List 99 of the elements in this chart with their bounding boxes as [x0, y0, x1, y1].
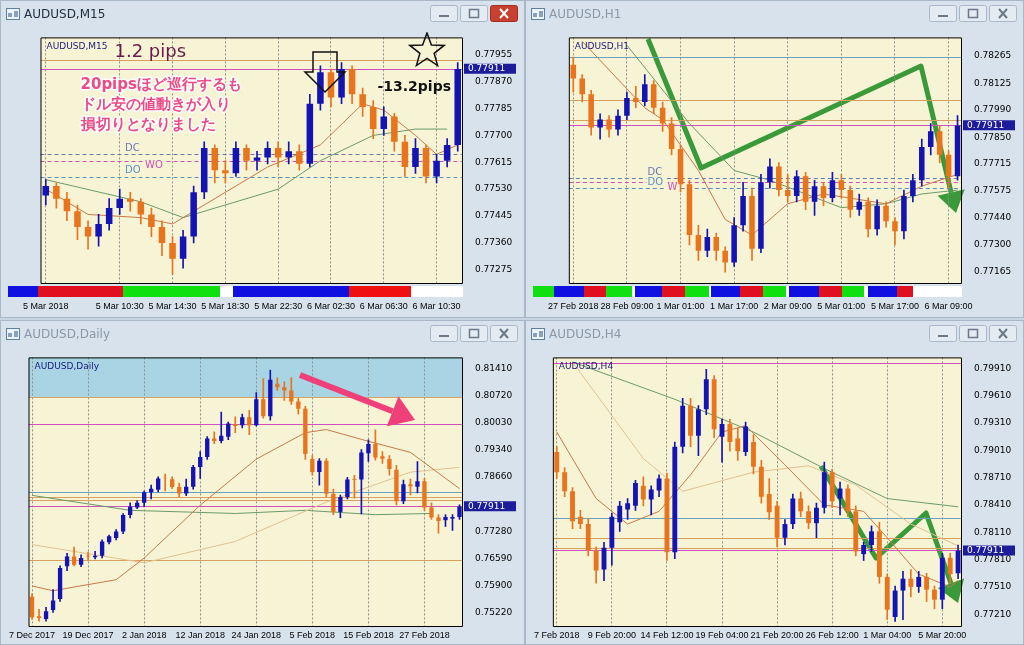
- annotation: ドル安の値動きが入り: [80, 95, 231, 114]
- candlestick: [219, 411, 224, 444]
- y-tick-label: 0.79340: [475, 444, 513, 455]
- y-tick-label: 0.75900: [475, 579, 513, 590]
- y-tick-label: 0.77510: [974, 581, 1012, 592]
- annotation: 損切りとなりました: [79, 115, 216, 134]
- x-tick-label: 6 Mar 06:30: [359, 300, 408, 311]
- y-tick-label: 0.77280: [475, 525, 513, 536]
- x-tick-label: 2 Mar 09:00: [763, 300, 812, 311]
- x-tick-label: 1 Mar 17:00: [710, 300, 759, 311]
- x-tick-label: 21 Feb 20:00: [750, 629, 804, 640]
- annotation: 20pipsほど巡行するも: [80, 75, 242, 94]
- y-tick-label: 0.77530: [475, 183, 513, 194]
- x-tick-label: 5 Mar 14:30: [148, 300, 197, 311]
- chart-subtitle: AUDUSD,Daily: [34, 360, 100, 371]
- x-tick-label: 24 Jan 2018: [231, 629, 282, 640]
- candlestick: [784, 174, 791, 203]
- y-tick-label: 0.77440: [974, 211, 1012, 222]
- y-tick-label: 0.77810: [974, 553, 1012, 564]
- ref-line-label: DO: [647, 175, 664, 187]
- ref-line-label: 0.77911: [468, 63, 506, 74]
- y-tick-label: 0.77715: [974, 157, 1012, 168]
- x-tick-label: 5 Mar 2018: [23, 300, 69, 311]
- annotation: -13.2pips: [377, 78, 451, 95]
- ref-line-label: WO: [145, 159, 163, 171]
- y-tick-label: 0.77785: [475, 102, 513, 113]
- y-tick-label: 0.78710: [974, 471, 1012, 482]
- x-tick-label: 5 Mar 20:00: [918, 629, 967, 640]
- y-tick-label: 0.77275: [475, 264, 513, 275]
- x-tick-label: 1 Mar 01:00: [656, 300, 705, 311]
- x-tick-label: 14 Feb 12:00: [640, 629, 694, 640]
- x-tick-label: 19 Dec 2017: [62, 629, 114, 640]
- y-tick-label: 0.78125: [974, 77, 1012, 88]
- y-tick-label: 0.77615: [475, 156, 513, 167]
- ref-line-label: DO: [125, 164, 141, 176]
- chart-title: AUDUSD,H1: [549, 7, 622, 21]
- x-tick-label: 5 Mar 22:30: [254, 300, 303, 311]
- x-tick-label: 5 Mar 01:00: [817, 300, 866, 311]
- y-tick-label: 0.77870: [475, 76, 513, 87]
- x-tick-label: 5 Mar 17:00: [870, 300, 919, 311]
- x-tick-label: 1 Mar 04:00: [863, 629, 912, 640]
- y-tick-label: 0.81410: [475, 362, 513, 373]
- y-tick-label: 0.80030: [475, 417, 513, 428]
- x-tick-label: 28 Feb 09:00: [600, 300, 654, 311]
- y-tick-label: 0.79610: [974, 390, 1012, 400]
- ref-line-label: 0.77911: [967, 544, 1005, 555]
- x-tick-label: 6 Mar 09:00: [924, 300, 973, 311]
- ref-line-label: W: [667, 180, 678, 192]
- y-tick-label: 0.79310: [974, 417, 1012, 428]
- candlestick: [36, 608, 42, 622]
- candlestick: [282, 381, 287, 401]
- y-tick-label: 0.76590: [475, 552, 513, 563]
- y-tick-label: 0.77700: [475, 129, 513, 140]
- x-tick-label: 26 Feb 12:00: [805, 629, 859, 640]
- x-tick-label: 6 Mar 10:30: [412, 300, 461, 311]
- chart-title: AUDUSD,M15: [24, 7, 106, 21]
- candlestick: [163, 473, 168, 492]
- candlestick: [127, 191, 134, 212]
- ref-line-label: DC: [647, 165, 663, 177]
- y-tick-label: 0.77360: [475, 237, 513, 248]
- x-tick-label: 7 Dec 2017: [9, 629, 56, 640]
- chart-subtitle: AUDUSD,M15: [46, 40, 108, 51]
- y-tick-label: 0.77990: [974, 104, 1012, 115]
- chart-subtitle: AUDUSD,H1: [574, 40, 630, 51]
- x-tick-label: 27 Feb 2018: [548, 300, 599, 311]
- x-tick-label: 15 Feb 2018: [343, 629, 394, 640]
- x-tick-label: 9 Feb 20:00: [587, 629, 636, 640]
- x-tick-label: 12 Jan 2018: [175, 629, 225, 640]
- y-tick-label: 0.75220: [475, 606, 513, 617]
- annotation: 1.2 pips: [114, 40, 187, 62]
- x-tick-label: 5 Mar 18:30: [201, 300, 250, 311]
- y-tick-label: 0.77445: [475, 210, 513, 221]
- ref-line-label: 0.77911: [967, 119, 1005, 130]
- candlestick: [597, 113, 603, 140]
- x-tick-label: 19 Feb 04:00: [695, 629, 749, 640]
- y-tick-label: 0.79010: [974, 444, 1012, 455]
- ref-line-label: DC: [125, 141, 140, 153]
- y-tick-label: 0.78265: [974, 50, 1012, 61]
- x-tick-label: 2 Jan 2018: [121, 629, 167, 640]
- candlestick: [633, 86, 639, 109]
- y-tick-label: 0.78110: [974, 526, 1012, 537]
- x-tick-label: 7 Feb 2018: [534, 629, 580, 640]
- y-tick-label: 0.78410: [974, 499, 1012, 510]
- ref-line-label: 0.77911: [468, 500, 506, 511]
- x-tick-label: 5 Mar 10:30: [95, 300, 144, 311]
- y-tick-label: 0.79910: [974, 362, 1012, 373]
- y-tick-label: 0.77850: [974, 131, 1012, 142]
- chart-title: AUDUSD,Daily: [24, 327, 111, 341]
- y-tick-label: 0.77575: [974, 185, 1012, 196]
- x-tick-label: 6 Mar 02:30: [306, 300, 355, 311]
- y-tick-label: 0.77300: [974, 239, 1012, 250]
- y-tick-label: 0.77165: [974, 265, 1012, 276]
- chart-title: AUDUSD,H4: [549, 327, 622, 341]
- y-tick-label: 0.77955: [475, 49, 513, 60]
- x-tick-label: 27 Feb 2018: [399, 629, 450, 640]
- y-tick-label: 0.80720: [475, 389, 513, 400]
- y-tick-label: 0.77210: [974, 608, 1012, 619]
- y-tick-label: 0.78660: [475, 471, 513, 482]
- x-tick-label: 5 Feb 2018: [289, 629, 336, 640]
